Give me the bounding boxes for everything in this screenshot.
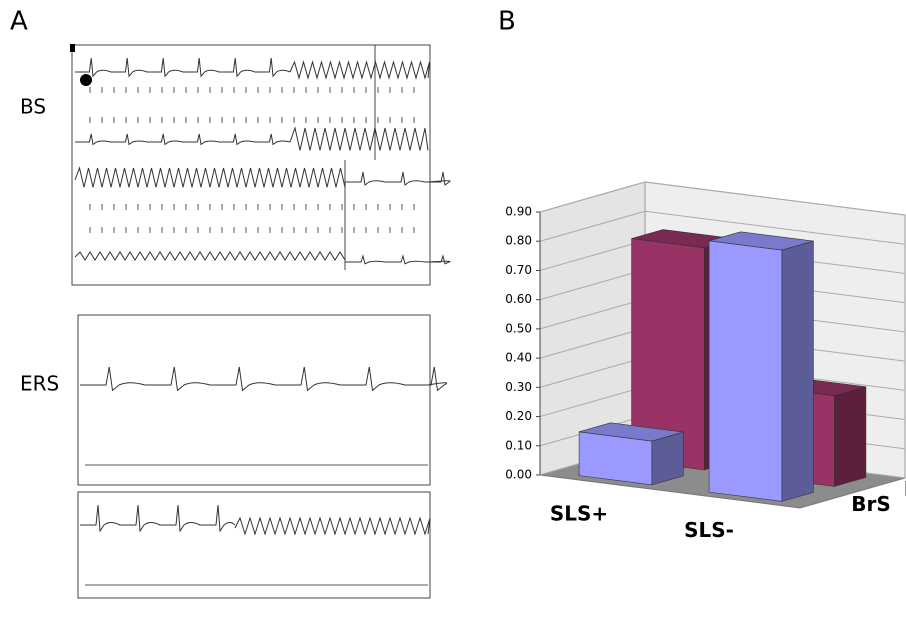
bar-top [709, 231, 814, 251]
y-tick-label: 0.00 [505, 468, 532, 482]
ecg-trace [289, 60, 430, 80]
panel-label: A [10, 7, 28, 37]
bar-side [834, 386, 867, 487]
ecg-trace [345, 254, 451, 265]
ecg-trace [289, 126, 429, 151]
y-tick-label: 0.70 [505, 263, 532, 277]
grid-line [539, 210, 906, 245]
ecg-trace [234, 516, 431, 536]
y-tick-label: 0.10 [505, 438, 532, 452]
series-label: ERS [904, 477, 906, 501]
ecg-trace [80, 504, 236, 533]
series-label: BrS [851, 492, 891, 516]
bar [578, 422, 684, 486]
ecg-strip [77, 314, 431, 486]
y-tick-label: 0.80 [505, 234, 532, 248]
y-tick-label: 0.50 [505, 321, 532, 335]
grid-line [539, 181, 906, 216]
marker [70, 44, 75, 52]
ecg-trace [80, 366, 448, 392]
ecg-trace [74, 166, 346, 188]
y-tick-label: 0.30 [505, 380, 532, 394]
bar [708, 231, 814, 502]
ecg-strip [77, 491, 431, 599]
bar-side [781, 240, 814, 502]
ecg-trace [75, 133, 291, 146]
ecg-trace [75, 57, 291, 78]
y-tick-label: 0.60 [505, 292, 532, 306]
ecg-trace [74, 251, 346, 261]
y-tick-label: 0.20 [505, 409, 532, 423]
y-tick-label: 0.40 [505, 351, 532, 365]
x-tick-label: SLS+ [550, 501, 608, 525]
y-tick-label: 0.90 [505, 205, 532, 219]
ecg-trace [345, 171, 451, 186]
marker [80, 74, 92, 86]
bar-front [708, 240, 783, 502]
row-label: BS [20, 95, 46, 119]
row-label: ERS [20, 372, 59, 396]
x-tick-label: SLS- [684, 518, 734, 542]
ecg-strip [71, 44, 431, 286]
panel-label: B [498, 7, 516, 37]
bar-top [579, 422, 684, 442]
